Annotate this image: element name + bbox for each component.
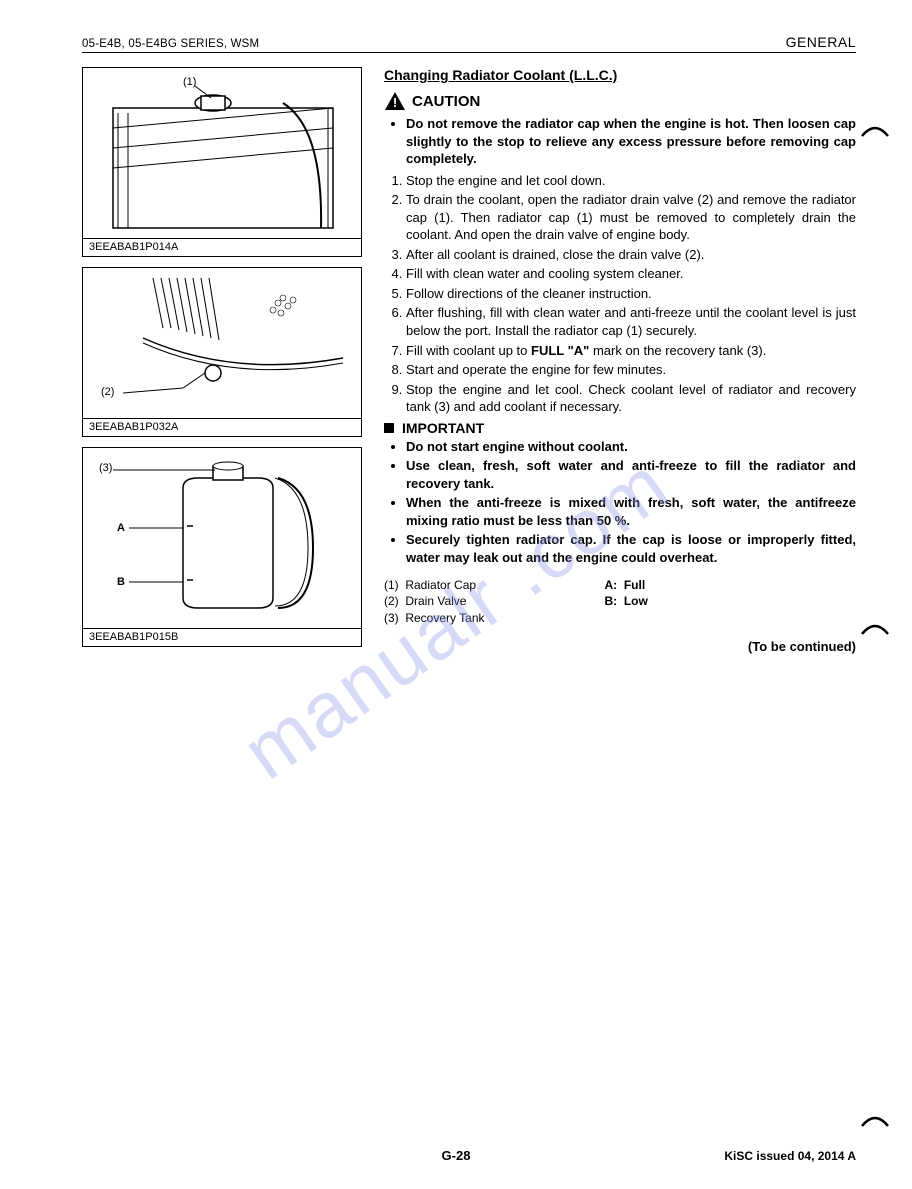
legend-left: (1) Radiator Cap (2) Drain Valve (3) Rec… (384, 577, 485, 627)
important-label: IMPORTANT (402, 420, 484, 436)
figure-3-code: 3EEABAB1P015B (83, 628, 361, 646)
radiator-cap-illustration (83, 68, 363, 238)
caution-label: CAUTION (412, 93, 480, 110)
legend-right: A: Full B: Low (605, 577, 648, 627)
header-left: 05-E4B, 05-E4BG SERIES, WSM (82, 38, 259, 50)
page-header: 05-E4B, 05-E4BG SERIES, WSM GENERAL (82, 34, 856, 53)
important-1: Do not start engine without coolant. (406, 438, 856, 456)
caution-bullets: Do not remove the radiator cap when the … (384, 115, 856, 168)
step-6: After flushing, fill with clean water an… (406, 304, 856, 339)
step-5: Follow directions of the cleaner instruc… (406, 285, 856, 303)
procedure-steps: Stop the engine and let cool down. To dr… (384, 172, 856, 416)
binder-mark-icon (860, 618, 890, 636)
step-1: Stop the engine and let cool down. (406, 172, 856, 190)
text-column: Changing Radiator Coolant (L.L.C.) ! CAU… (384, 67, 856, 657)
step-7: Fill with coolant up to FULL "A" mark on… (406, 342, 856, 360)
drain-valve-illustration (83, 268, 363, 418)
important-3: When the anti-freeze is mixed with fresh… (406, 494, 856, 529)
caution-icon: ! (384, 91, 406, 111)
caution-header: ! CAUTION (384, 91, 856, 111)
figure-1: (1) 3EEABAB1P014A (82, 67, 362, 257)
caution-bullet-1: Do not remove the radiator cap when the … (406, 115, 856, 168)
step-9: Stop the engine and let cool. Check cool… (406, 381, 856, 416)
important-4: Securely tighten radiator cap. If the ca… (406, 531, 856, 566)
section-title: Changing Radiator Coolant (L.L.C.) (384, 67, 856, 83)
important-list: Do not start engine without coolant. Use… (384, 438, 856, 567)
svg-text:!: ! (393, 95, 397, 110)
step-3: After all coolant is drained, close the … (406, 246, 856, 264)
step-4: Fill with clean water and cooling system… (406, 265, 856, 283)
callout-1: (1) (183, 76, 196, 88)
binder-mark-icon (860, 120, 890, 138)
figure-2-code: 3EEABAB1P032A (83, 418, 361, 436)
recovery-tank-illustration (83, 448, 363, 628)
square-icon (384, 423, 394, 433)
callout-2: (2) (101, 386, 114, 398)
content-area: (1) 3EEABAB1P014A (2) (82, 67, 856, 657)
important-2: Use clean, fresh, soft water and anti-fr… (406, 457, 856, 492)
important-header: IMPORTANT (384, 420, 856, 436)
issued-note: KiSC issued 04, 2014 A (724, 1149, 856, 1163)
callout-3: (3) (99, 462, 112, 474)
header-right: GENERAL (786, 34, 856, 50)
binder-mark-icon (860, 1110, 890, 1128)
figure-3: (3) A B 3EEABAB1P015B (82, 447, 362, 647)
callout-a: A (117, 522, 125, 534)
step-2: To drain the coolant, open the radiator … (406, 191, 856, 244)
figure-1-code: 3EEABAB1P014A (83, 238, 361, 256)
figure-column: (1) 3EEABAB1P014A (2) (82, 67, 362, 657)
legend: (1) Radiator Cap (2) Drain Valve (3) Rec… (384, 577, 856, 627)
callout-b: B (117, 576, 125, 588)
step-8: Start and operate the engine for few min… (406, 361, 856, 379)
to-be-continued: (To be continued) (384, 639, 856, 654)
figure-2: (2) (82, 267, 362, 437)
